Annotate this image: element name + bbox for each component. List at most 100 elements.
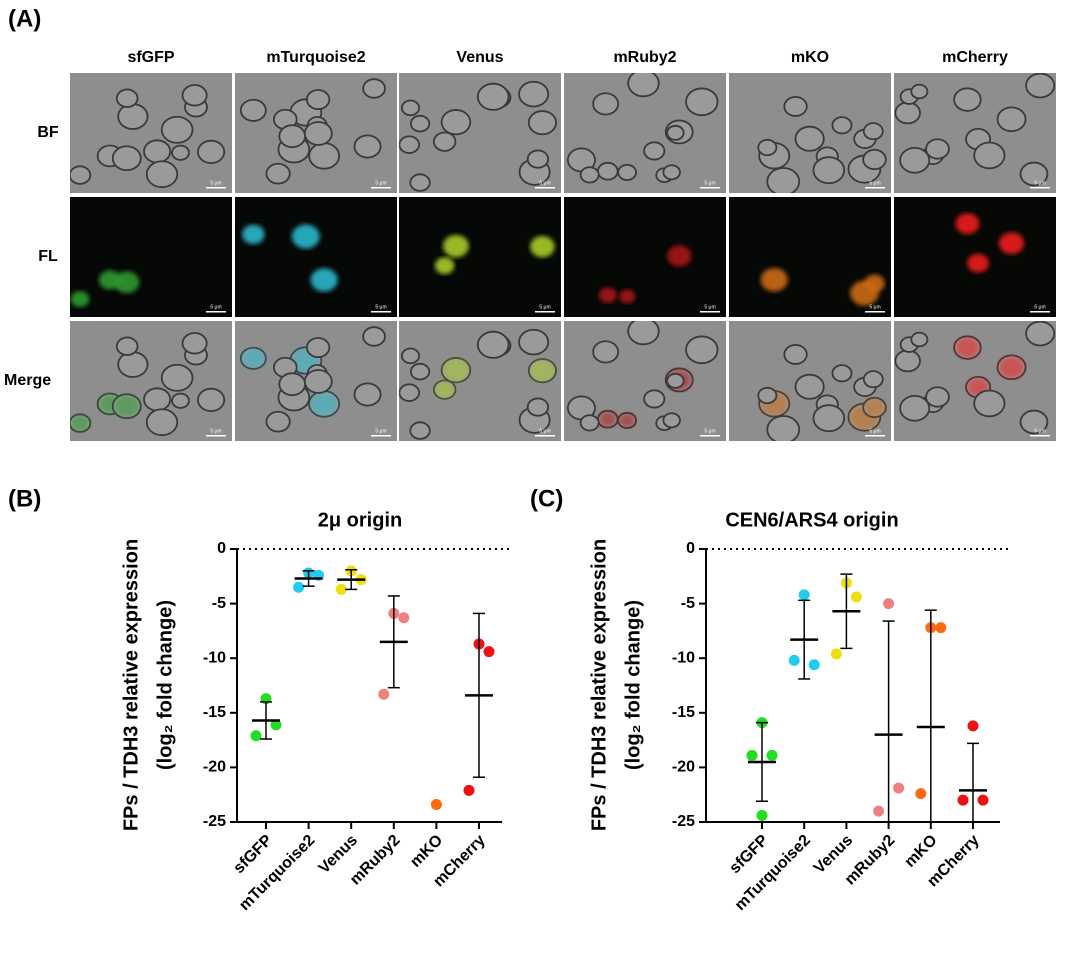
micrograph: 5 μm — [399, 197, 561, 317]
cell — [278, 372, 307, 397]
scale-bar-label: 5 μm — [1034, 428, 1045, 434]
cell — [353, 134, 382, 159]
scale-bar-label: 5 μm — [539, 304, 550, 310]
scale-bar — [535, 435, 555, 437]
scale-bar-label: 5 μm — [869, 180, 880, 186]
cell — [592, 92, 620, 116]
data-point — [293, 581, 305, 593]
micrograph: 5 μm — [894, 321, 1056, 441]
cell — [70, 165, 92, 185]
x-tick-label: mTurquoise2 — [236, 832, 318, 914]
cell — [666, 372, 685, 389]
fluorescent-cell — [530, 236, 555, 258]
fluorescent-cell — [998, 356, 1025, 379]
scale-bar — [206, 435, 226, 437]
y-tick-label: -20 — [672, 759, 695, 776]
cell — [400, 347, 420, 365]
fluorescent-cell — [955, 213, 980, 234]
micrograph: 5 μm — [894, 73, 1056, 193]
micrograph: 5 μm — [564, 321, 726, 441]
cell — [305, 89, 331, 111]
cell — [526, 397, 550, 417]
scale-bar — [535, 311, 555, 313]
cell — [409, 362, 431, 381]
row-label: FL — [38, 248, 58, 265]
cell — [265, 162, 291, 185]
scale-bar-label: 5 μm — [1034, 304, 1045, 310]
scale-bar-label: 5 μm — [1034, 180, 1045, 186]
scale-bar-label: 5 μm — [704, 428, 715, 434]
cell — [265, 410, 291, 433]
cell — [783, 96, 808, 117]
data-point — [883, 598, 895, 610]
cell — [399, 383, 420, 402]
fluorescent-cell — [291, 224, 320, 249]
scale-bar — [700, 311, 720, 313]
panel-label: (C) — [530, 485, 563, 512]
cell — [579, 166, 600, 184]
cell — [757, 386, 778, 405]
cell — [362, 78, 386, 99]
y-tick-label: -10 — [203, 649, 226, 666]
cell — [143, 139, 172, 164]
scale-bar-label: 5 μm — [375, 304, 386, 310]
data-point — [915, 788, 927, 800]
y-tick-label: -15 — [203, 704, 226, 721]
column-header: mRuby2 — [613, 49, 676, 66]
micrograph: 5 μm — [894, 197, 1056, 317]
x-tick-label: mTurquoise2 — [732, 832, 814, 914]
y-tick-label: -5 — [681, 595, 695, 612]
y-tick-label: -20 — [203, 759, 226, 776]
cell — [812, 404, 846, 433]
fluorescent-cell — [310, 268, 338, 292]
x-tick-label: mKO — [902, 832, 941, 871]
y-axis-label: FPs / TDH3 relative expression — [588, 539, 610, 831]
scale-bar-label: 5 μm — [210, 180, 221, 186]
scale-bar — [535, 187, 555, 189]
plot-area — [250, 565, 495, 811]
scale-bar — [700, 187, 720, 189]
data-point — [483, 646, 495, 658]
cell — [862, 370, 884, 389]
data-point — [250, 730, 262, 742]
cell — [579, 414, 600, 432]
cell — [685, 335, 719, 365]
micrograph: 5 μm — [70, 73, 232, 193]
cell — [996, 106, 1027, 133]
micrograph: 5 μm — [729, 321, 891, 441]
cell — [910, 331, 929, 348]
y-tick-label: -5 — [212, 595, 226, 612]
scale-bar — [371, 311, 391, 313]
fluorescent-cell — [310, 392, 338, 416]
panel-label: (A) — [8, 5, 41, 32]
data-point — [270, 719, 282, 731]
cell — [409, 421, 431, 440]
cell — [617, 163, 637, 181]
cell — [1025, 73, 1056, 99]
cell — [862, 122, 884, 141]
y-axis-label: FPs / TDH3 relative expression — [120, 539, 142, 831]
cell — [666, 124, 685, 141]
cell — [145, 408, 179, 437]
cell — [925, 138, 950, 160]
fluorescent-cell — [598, 287, 617, 303]
data-point — [335, 583, 347, 595]
cell — [117, 351, 149, 378]
y-tick-label: -25 — [672, 813, 695, 830]
cell — [171, 144, 190, 161]
cell — [899, 394, 931, 422]
fluorescent-cell — [443, 358, 469, 382]
image-bg — [235, 197, 397, 317]
fluorescent-cell — [967, 253, 989, 273]
fluorescent-cell — [70, 415, 90, 432]
micrograph: 5 μm — [399, 73, 561, 193]
cell — [278, 124, 307, 149]
column-header: sfGFP — [127, 49, 174, 66]
fluorescent-cell — [760, 268, 788, 292]
cell — [303, 369, 333, 394]
data-point — [378, 688, 390, 700]
y-tick-label: 0 — [686, 540, 695, 557]
cell — [1025, 321, 1056, 347]
fluorescent-cell — [443, 234, 469, 258]
